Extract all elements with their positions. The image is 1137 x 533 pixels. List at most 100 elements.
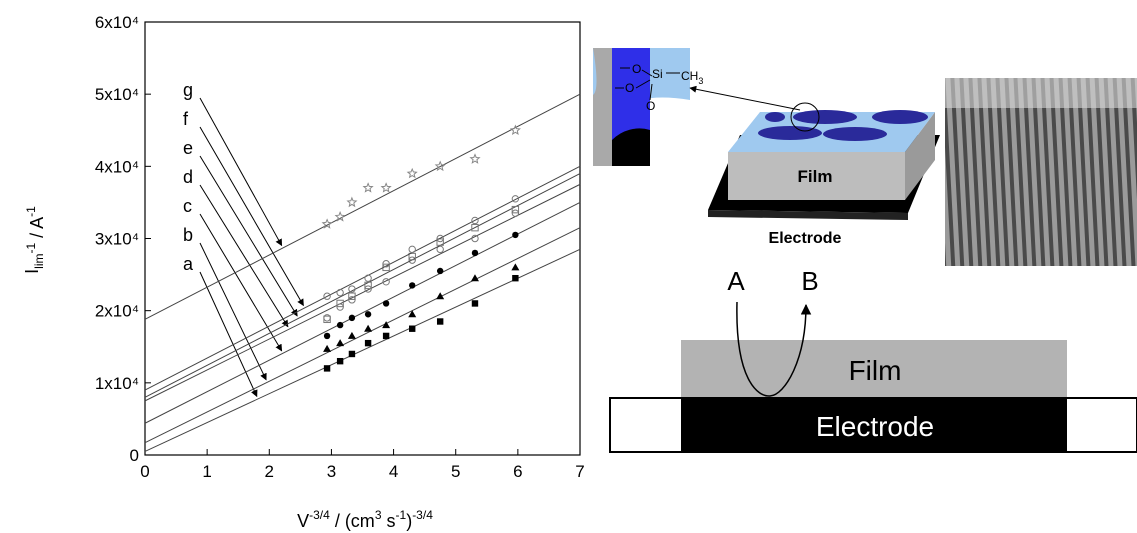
- y-axis-label-part: lim: [32, 254, 46, 269]
- tem-image: [945, 78, 1137, 266]
- point: [512, 231, 519, 239]
- fit-line: [144, 227, 581, 444]
- y-tick-label: 0: [130, 446, 139, 465]
- point: [409, 282, 416, 289]
- series-label: f: [183, 109, 189, 129]
- x-tick-label: 1: [202, 462, 211, 481]
- x-axis-label-part: V: [297, 511, 309, 531]
- y-tick-label: 2x10⁴: [95, 302, 139, 321]
- silicon-label: Si: [652, 67, 663, 81]
- y-axis-label-part: -1: [24, 243, 38, 254]
- fit-line: [144, 248, 581, 452]
- point: [511, 205, 520, 214]
- point: [321, 218, 333, 229]
- point: [323, 365, 331, 372]
- point: [336, 299, 344, 308]
- path-b-label: B: [801, 266, 818, 296]
- point: [323, 332, 331, 340]
- point: [364, 281, 372, 290]
- point: [336, 321, 344, 329]
- series-pointer: [199, 184, 289, 328]
- point: [471, 234, 479, 243]
- methyl-text: CH: [681, 69, 698, 83]
- y-axis-label-part: -1: [24, 206, 38, 217]
- series-label: b: [183, 225, 193, 245]
- fit-line: [144, 165, 581, 391]
- point: [382, 278, 390, 286]
- oxygen-label: O: [625, 81, 634, 95]
- film-label: Film: [849, 355, 902, 386]
- point: [436, 238, 444, 246]
- series-pointer: [199, 155, 298, 317]
- point: [509, 124, 521, 135]
- series-pointer: [199, 242, 267, 381]
- chemistry-inset: O O O Si CH3: [593, 48, 703, 166]
- point: [334, 210, 346, 222]
- point: [471, 300, 479, 307]
- point: [436, 245, 444, 254]
- x-axis-label-part: / (cm: [330, 511, 375, 531]
- point: [336, 288, 344, 297]
- y-tick-label: 5x10⁴: [95, 85, 139, 104]
- tem-image-edge: [945, 78, 1137, 108]
- x-axis-label-part: 3: [375, 508, 382, 522]
- film-3d: Film Electrode: [708, 102, 940, 247]
- series-pointer: [199, 126, 304, 307]
- x-tick-label: 7: [575, 462, 584, 481]
- point: [406, 167, 418, 179]
- film-label: Film: [798, 167, 833, 186]
- point: [436, 292, 445, 300]
- path-a-label: A: [727, 266, 745, 296]
- point: [347, 331, 356, 339]
- point: [434, 160, 446, 172]
- point: [364, 311, 372, 318]
- point: [382, 300, 390, 307]
- methyl-sub: 3: [698, 76, 703, 86]
- point: [469, 153, 481, 164]
- series-label: d: [183, 167, 193, 187]
- point: [512, 274, 519, 282]
- point: [380, 182, 392, 193]
- electrode-label: Electrode: [769, 230, 842, 247]
- point: [408, 310, 417, 318]
- point: [471, 216, 479, 225]
- x-axis-label: V-3/4 / (cm3 s-1)-3/4: [297, 508, 433, 531]
- fit-line: [144, 93, 581, 320]
- point: [364, 339, 372, 347]
- y-tick-label: 1x10⁴: [95, 374, 139, 393]
- x-tick-label: 0: [140, 462, 149, 481]
- point: [336, 357, 344, 365]
- fit-line: [144, 183, 581, 402]
- x-tick-label: 3: [327, 462, 336, 481]
- point: [470, 274, 479, 282]
- film-schematic: Film Electrode A B: [609, 266, 1137, 453]
- x-tick-label: 6: [513, 462, 522, 481]
- point: [348, 350, 356, 358]
- point: [346, 196, 358, 208]
- point: [471, 249, 479, 257]
- point: [436, 267, 444, 275]
- series-pointer: [199, 271, 258, 398]
- y-tick-label: 6x10⁴: [95, 13, 139, 32]
- point: [436, 234, 444, 243]
- electrode-label: Electrode: [816, 411, 934, 442]
- x-tick-label: 5: [451, 462, 460, 481]
- series-pointer: [199, 213, 283, 352]
- x-axis-label-part: s: [382, 511, 396, 531]
- x-axis-label-part: ): [406, 511, 412, 531]
- x-tick-label: 2: [265, 462, 274, 481]
- zoom-arrow: [689, 85, 801, 111]
- point: [471, 223, 479, 232]
- chart: 0 1 2 3 4 5 6 7 0 1x10⁴ 2x10⁴ 3x10⁴ 4x10⁴ 5x10⁴ 6x10⁴ V…: [22, 13, 585, 531]
- point: [436, 318, 444, 325]
- point: [336, 339, 345, 347]
- point: [409, 325, 416, 332]
- y-axis-label: Ilim-1 / A-1: [22, 206, 47, 274]
- point: [362, 182, 374, 193]
- point: [323, 292, 331, 300]
- x-axis-label-part: -3/4: [412, 508, 433, 522]
- point: [408, 252, 416, 261]
- series-label: e: [183, 138, 193, 158]
- point: [323, 315, 331, 324]
